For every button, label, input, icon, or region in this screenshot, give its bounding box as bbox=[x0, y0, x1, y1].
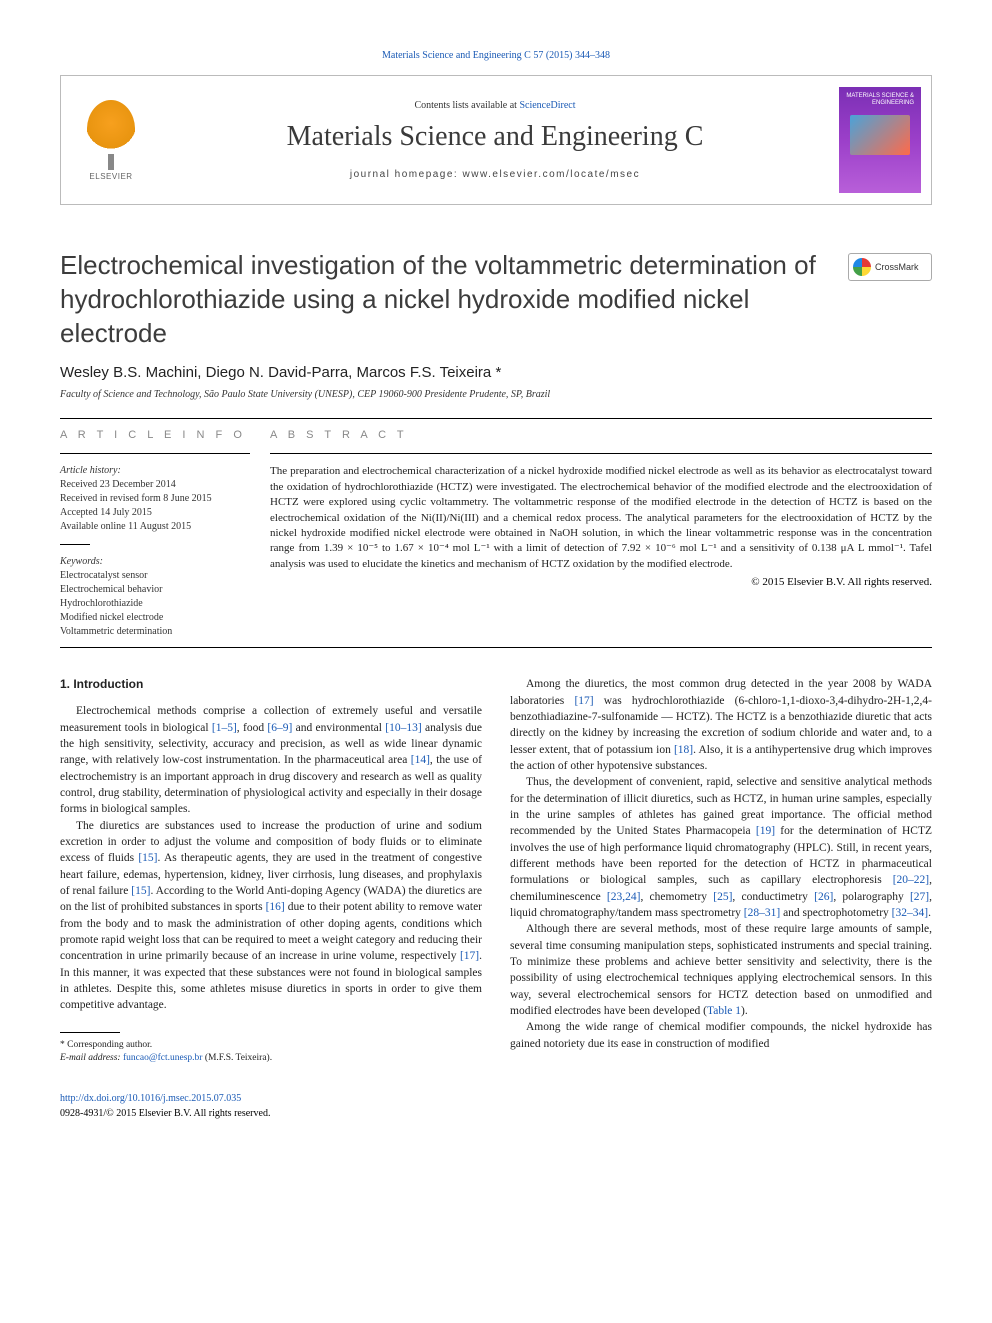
section-1-heading: 1. Introduction bbox=[60, 676, 482, 693]
history-received: Received 23 December 2014 bbox=[60, 478, 250, 492]
abstract-text: The preparation and electrochemical char… bbox=[270, 464, 932, 572]
keyword-3: Hydrochlorothiazide bbox=[60, 597, 250, 611]
info-rule bbox=[60, 453, 250, 454]
col2-para3: Although there are several methods, most… bbox=[510, 921, 932, 1019]
info-sep bbox=[60, 544, 90, 545]
footnote-email-line: E-mail address: funcao@fct.unesp.br (M.F… bbox=[60, 1052, 482, 1065]
ref-20-22[interactable]: [20–22] bbox=[893, 874, 929, 886]
journal-cover-thumb: MATERIALS SCIENCE & ENGINEERING bbox=[839, 87, 921, 193]
history-block: Article history: Received 23 December 20… bbox=[60, 464, 250, 639]
body-col-right: Among the diuretics, the most common dru… bbox=[510, 676, 932, 1065]
ref-27[interactable]: [27] bbox=[910, 891, 929, 903]
history-accepted: Accepted 14 July 2015 bbox=[60, 506, 250, 520]
crossmark-icon bbox=[853, 258, 871, 276]
ref-23-24[interactable]: [23,24] bbox=[607, 891, 641, 903]
journal-title: Materials Science and Engineering C bbox=[151, 121, 839, 153]
ref-19[interactable]: [19] bbox=[756, 825, 775, 837]
title-block: Electrochemical investigation of the vol… bbox=[60, 249, 932, 350]
top-citation-text[interactable]: Materials Science and Engineering C 57 (… bbox=[382, 50, 610, 61]
issn-copyright: 0928-4931/© 2015 Elsevier B.V. All right… bbox=[60, 1108, 270, 1119]
ref-15a[interactable]: [15] bbox=[138, 852, 157, 864]
affiliation: Faculty of Science and Technology, São P… bbox=[60, 389, 932, 400]
info-heading: A R T I C L E I N F O bbox=[60, 429, 250, 441]
sciencedirect-link[interactable]: ScienceDirect bbox=[519, 100, 575, 111]
contents-line: Contents lists available at ScienceDirec… bbox=[151, 100, 839, 111]
ref-16[interactable]: [16] bbox=[266, 901, 285, 913]
top-citation: Materials Science and Engineering C 57 (… bbox=[60, 50, 932, 61]
col1-para1: Electrochemical methods comprise a colle… bbox=[60, 703, 482, 817]
authors-line: Wesley B.S. Machini, Diego N. David-Parr… bbox=[60, 364, 932, 381]
homepage-url[interactable]: www.elsevier.com/locate/msec bbox=[463, 169, 641, 180]
col1-para2: The diuretics are substances used to inc… bbox=[60, 818, 482, 1014]
footnote-block: * Corresponding author. E-mail address: … bbox=[60, 1039, 482, 1066]
col2-para2: Thus, the development of convenient, rap… bbox=[510, 774, 932, 921]
elsevier-logo-text: ELSEVIER bbox=[89, 172, 132, 181]
ref-26[interactable]: [26] bbox=[814, 891, 833, 903]
ref-28-31[interactable]: [28–31] bbox=[744, 907, 780, 919]
crossmark-label: CrossMark bbox=[875, 262, 919, 272]
crossmark-badge[interactable]: CrossMark bbox=[848, 253, 932, 281]
ref-6-9[interactable]: [6–9] bbox=[267, 722, 292, 734]
info-abstract-row: A R T I C L E I N F O Article history: R… bbox=[60, 429, 932, 639]
header-center: Contents lists available at ScienceDirec… bbox=[151, 100, 839, 180]
keyword-1: Electrocatalyst sensor bbox=[60, 569, 250, 583]
ref-14[interactable]: [14] bbox=[411, 754, 430, 766]
ref-15b[interactable]: [15] bbox=[131, 885, 150, 897]
ref-25[interactable]: [25] bbox=[713, 891, 732, 903]
journal-header: ELSEVIER Contents lists available at Sci… bbox=[60, 75, 932, 205]
body-columns: 1. Introduction Electrochemical methods … bbox=[60, 676, 932, 1065]
keywords-label: Keywords: bbox=[60, 555, 250, 569]
ref-table1[interactable]: Table 1 bbox=[707, 1005, 741, 1017]
cover-title: MATERIALS SCIENCE & ENGINEERING bbox=[843, 91, 917, 109]
article-title: Electrochemical investigation of the vol… bbox=[60, 249, 828, 350]
ref-17b[interactable]: [17] bbox=[574, 695, 593, 707]
abstract-col: A B S T R A C T The preparation and elec… bbox=[270, 429, 932, 639]
abstract-heading: A B S T R A C T bbox=[270, 429, 932, 441]
history-label: Article history: bbox=[60, 464, 250, 478]
col2-para1: Among the diuretics, the most common dru… bbox=[510, 676, 932, 774]
ref-10-13[interactable]: [10–13] bbox=[385, 722, 421, 734]
col2-para4: Among the wide range of chemical modifie… bbox=[510, 1019, 932, 1052]
rule-bottom bbox=[60, 647, 932, 648]
abstract-copyright: © 2015 Elsevier B.V. All rights reserved… bbox=[270, 576, 932, 588]
footnote-email-suffix: (M.F.S. Teixeira). bbox=[202, 1053, 272, 1063]
authors-text: Wesley B.S. Machini, Diego N. David-Parr… bbox=[60, 364, 495, 381]
history-revised: Received in revised form 8 June 2015 bbox=[60, 492, 250, 506]
ref-18[interactable]: [18] bbox=[674, 744, 693, 756]
cover-image-icon bbox=[850, 115, 910, 155]
homepage-label: journal homepage: bbox=[350, 169, 463, 180]
ref-32-34[interactable]: [32–34] bbox=[892, 907, 928, 919]
footnote-corresponding: * Corresponding author. bbox=[60, 1039, 482, 1052]
body-col-left: 1. Introduction Electrochemical methods … bbox=[60, 676, 482, 1065]
history-online: Available online 11 August 2015 bbox=[60, 520, 250, 534]
footnote-rule bbox=[60, 1032, 120, 1033]
keyword-4: Modified nickel electrode bbox=[60, 611, 250, 625]
elsevier-tree-icon bbox=[87, 100, 135, 158]
corresponding-asterisk: * bbox=[495, 364, 501, 381]
page-footer: http://dx.doi.org/10.1016/j.msec.2015.07… bbox=[60, 1091, 932, 1121]
ref-1-5[interactable]: [1–5] bbox=[212, 722, 237, 734]
contents-prefix: Contents lists available at bbox=[414, 100, 519, 111]
keyword-5: Voltammetric determination bbox=[60, 625, 250, 639]
footnote-email-link[interactable]: funcao@fct.unesp.br bbox=[123, 1053, 202, 1063]
keyword-2: Electrochemical behavior bbox=[60, 583, 250, 597]
footnote-email-label: E-mail address: bbox=[60, 1053, 123, 1063]
doi-link[interactable]: http://dx.doi.org/10.1016/j.msec.2015.07… bbox=[60, 1093, 241, 1104]
rule-top bbox=[60, 418, 932, 419]
journal-homepage: journal homepage: www.elsevier.com/locat… bbox=[151, 169, 839, 180]
elsevier-logo: ELSEVIER bbox=[71, 95, 151, 185]
abstract-rule bbox=[270, 453, 932, 454]
article-info-col: A R T I C L E I N F O Article history: R… bbox=[60, 429, 270, 639]
ref-17a[interactable]: [17] bbox=[460, 950, 479, 962]
